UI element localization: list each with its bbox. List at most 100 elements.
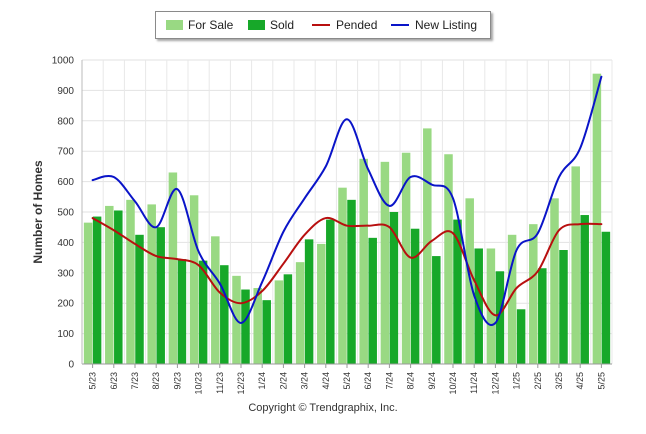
bar-for-sale [571,166,580,364]
bar-sold [114,210,123,364]
bar-for-sale [168,172,178,364]
x-tick-label: 3/25 [554,372,564,390]
bar-for-sale [105,205,114,364]
bar-for-sale [147,204,156,364]
x-tick-label: 11/24 [469,372,479,394]
y-axis-label: Number of Homes [31,160,45,264]
x-tick-label: 4/25 [575,372,585,390]
bar-sold [495,271,505,364]
x-tick-label: 1/25 [512,372,522,390]
x-tick-label: 8/24 [406,372,416,390]
legend-swatch-new-listing [391,24,409,26]
x-tick-label: 10/23 [194,372,204,395]
bar-sold [177,259,187,364]
legend-swatch-sold [248,20,265,30]
bar-sold [156,227,165,364]
bar-sold [368,237,377,364]
bar-for-sale [507,234,517,364]
x-tick-label: 5/24 [342,372,352,390]
bar-for-sale [274,280,284,364]
legend-swatch-for-sale [166,20,183,30]
x-tick-label: 8/23 [151,372,161,390]
bar-for-sale [529,224,538,364]
legend-label-new-listing: New Listing [415,18,478,32]
x-tick-label: 5/25 [596,372,606,390]
y-tick-label: 700 [57,147,74,158]
bar-sold [538,268,547,364]
bar-sold [283,274,293,364]
bar-for-sale [401,152,411,364]
x-tick-label: 3/24 [300,372,310,390]
x-tick-label: 6/24 [363,372,373,390]
legend-item-for-sale: For Sale [166,12,233,38]
x-tick-label: 4/24 [321,372,331,390]
x-tick-label: 1/24 [257,372,267,390]
bar-for-sale [126,199,135,364]
bar-for-sale [211,236,220,364]
bar-for-sale [423,128,432,364]
bar-for-sale [317,243,326,364]
bar-sold [389,212,399,364]
legend-item-pended: Pended [312,12,377,38]
bar-sold [262,300,271,364]
bar-sold [453,219,462,364]
y-tick-label: 300 [57,268,74,279]
y-tick-label: 600 [57,177,74,188]
y-tick-label: 200 [57,299,74,310]
y-tick-label: 100 [57,329,74,340]
x-tick-label: 12/23 [236,372,246,395]
legend-swatch-pended [312,24,330,26]
bars [83,73,611,365]
y-tick-label: 900 [57,86,74,97]
bar-for-sale [380,161,390,364]
bar-for-sale [253,288,262,364]
line-pended [91,216,603,317]
line-new-listing [91,75,603,326]
y-tick-label: 500 [57,208,74,219]
bar-sold [304,239,314,364]
bar-sold [432,256,441,364]
bar-sold [516,309,526,364]
bar-for-sale [83,222,93,364]
x-tick-label: 10/24 [448,372,458,395]
x-tick-label: 9/24 [427,372,437,390]
bar-sold [241,289,250,364]
bar-for-sale [295,262,305,364]
bar-sold [92,216,102,364]
bar-for-sale [189,195,199,364]
x-tick-label: 6/23 [109,372,119,390]
bar-sold [601,231,611,364]
bar-sold [347,199,356,364]
bar-for-sale [550,198,559,364]
bar-sold [135,234,144,364]
bar-for-sale [592,73,602,365]
bar-for-sale [444,154,453,364]
axes: 0 100 200 300 400 500 600 700 800 900 1000 5/23 6/23… [52,56,612,395]
legend: For Sale Sold Pended New Listing [155,11,491,39]
legend-label-for-sale: For Sale [188,18,234,32]
x-tick-label: 2/25 [533,372,543,390]
bar-sold [220,265,229,364]
bar-sold [326,219,335,364]
y-tick-label: 800 [57,116,74,127]
legend-item-sold: Sold [248,12,294,38]
y-tick-label: 400 [57,238,74,249]
series-lines [91,75,603,326]
bar-sold [580,215,589,364]
bar-sold [198,260,208,364]
x-tick-label: 5/23 [88,372,98,390]
legend-item-new-listing: New Listing [391,12,477,38]
x-tick-label: 12/24 [490,372,500,395]
x-tick-label: 9/23 [172,372,182,390]
bar-for-sale [486,248,496,364]
bar-for-sale [338,187,347,364]
bar-for-sale [359,158,368,364]
x-tick-label: 11/23 [215,372,225,394]
legend-label-pended: Pended [336,18,378,32]
y-tick-label: 0 [68,360,74,371]
x-tick-label: 7/24 [384,372,394,390]
x-tick-label: 2/24 [278,372,288,390]
y-tick-label: 1000 [52,56,75,67]
copyright-text: Copyright © Trendgraphix, Inc. [248,402,398,414]
